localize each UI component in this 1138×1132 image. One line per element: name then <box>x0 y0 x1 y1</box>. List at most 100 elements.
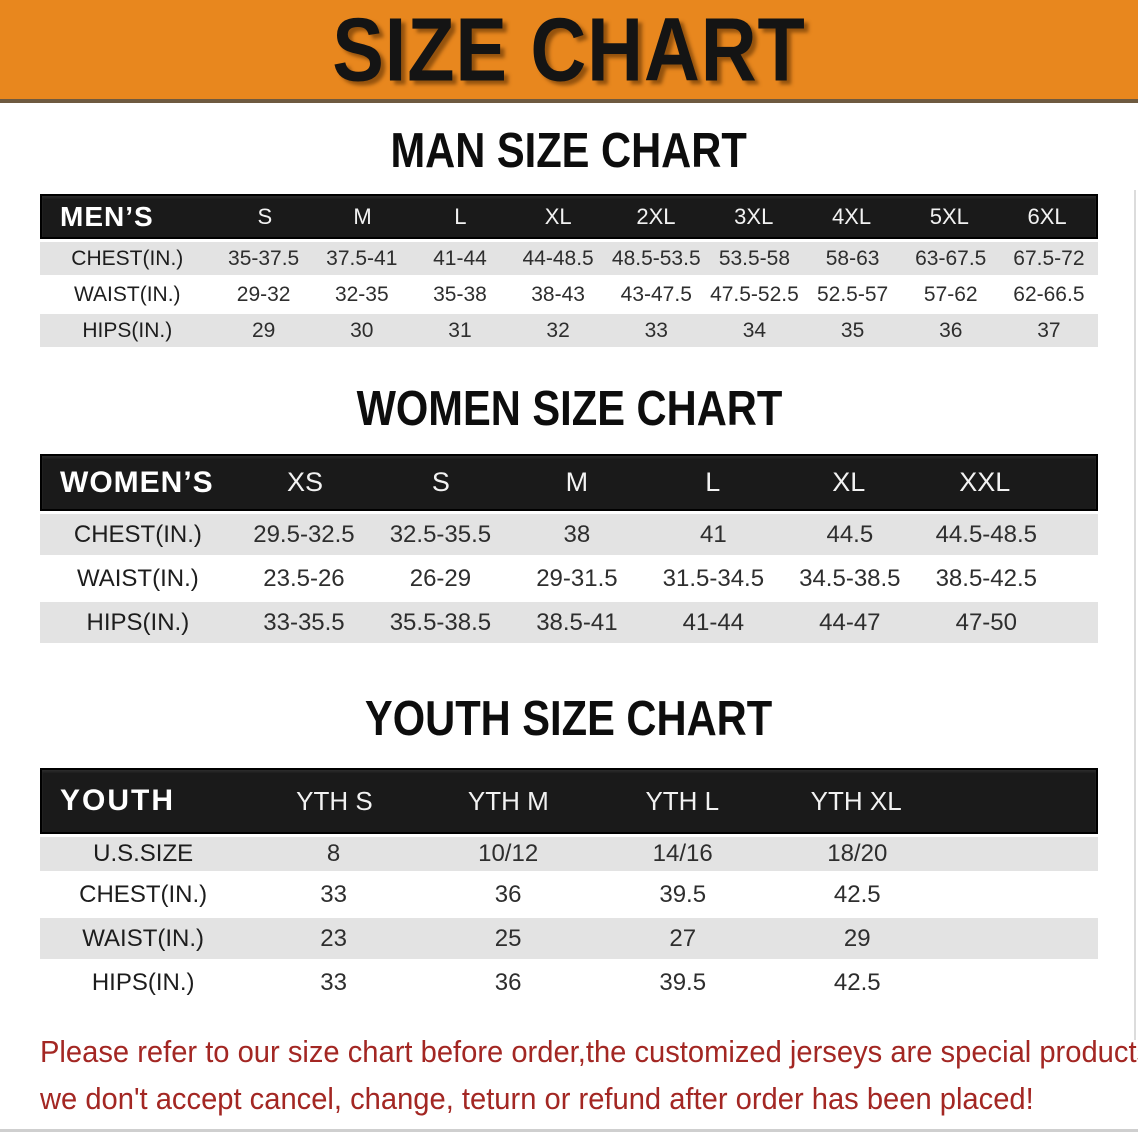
men-row-waist-in: WAIST(IN.) 29-32 32-35 35-38 38-43 43-47.5 47.… <box>40 278 1098 311</box>
size-value: 37.5-41 <box>326 246 398 270</box>
size-value: 31.5-34.5 <box>662 564 765 592</box>
size-value: 23 <box>320 924 347 952</box>
size-value: 30 <box>350 318 374 342</box>
size-value: 57-62 <box>923 282 978 306</box>
size-value: 33 <box>320 880 347 908</box>
size-value: 14/16 <box>652 840 713 867</box>
men-size-column-header: S <box>257 203 273 229</box>
size-value: 32-35 <box>334 282 389 306</box>
women-row-waist-in: WAIST(IN.) 23.5-26 26-29 29-31.5 31.5-34.5 34… <box>40 558 1098 599</box>
photo-edge-line-bottom <box>0 1129 1138 1132</box>
size-value: 44-47 <box>819 608 881 636</box>
size-value: 39.5 <box>659 968 707 996</box>
men-size-column-header: 3XL <box>734 203 774 229</box>
size-value: 37 <box>1037 318 1061 342</box>
youth-row-chest-in: CHEST(IN.) 33 36 39.5 42.5 <box>40 874 1098 915</box>
size-value: 38-43 <box>531 282 585 306</box>
size-value: 23.5-26 <box>263 564 345 592</box>
men-row-chest-in: CHEST(IN.) 35-37.5 37.5-41 41-44 44-48.5 48.5… <box>40 242 1098 275</box>
row-label: WAIST(IN.) <box>74 282 181 306</box>
size-value: 31 <box>448 318 472 342</box>
women-size-column-header: L <box>705 467 721 497</box>
row-label: HIPS(IN.) <box>82 318 173 342</box>
youth-size-column-header: YTH M <box>467 785 549 816</box>
size-value: 58-63 <box>825 246 880 270</box>
order-disclaimer: Please refer to our size chart before or… <box>40 1029 1138 1122</box>
women-size-column-header: S <box>431 467 450 497</box>
men-size-column-header: XL <box>544 203 572 229</box>
youth-corner-label: YOUTH <box>60 784 175 817</box>
size-chart-banner: SIZE CHART <box>0 0 1138 103</box>
women-table-header-row: WOMEN’S XS S M L XL XXL <box>40 454 1098 511</box>
size-value: 33-35.5 <box>263 608 345 636</box>
order-disclaimer-line2: we don't accept cancel, change, teturn o… <box>40 1080 1034 1116</box>
row-label: CHEST(IN.) <box>73 520 202 548</box>
size-value: 36 <box>494 968 522 996</box>
men-size-column-header: 4XL <box>831 203 872 229</box>
size-value: 29-31.5 <box>536 564 618 592</box>
size-value: 41-44 <box>433 246 487 270</box>
men-size-column-header: 2XL <box>636 203 676 229</box>
women-corner-label: WOMEN’S <box>60 465 214 499</box>
women-size-column-header: XL <box>832 467 866 497</box>
size-value: 29-32 <box>236 282 291 306</box>
man-section-heading: MAN SIZE CHART <box>0 127 1138 176</box>
size-value: 43-47.5 <box>620 282 692 306</box>
size-value: 35-38 <box>433 282 487 306</box>
size-value: 35 <box>840 318 865 342</box>
youth-size-column-header: YTH L <box>645 785 720 816</box>
size-value: 36 <box>494 880 522 908</box>
size-value: 36 <box>939 318 963 342</box>
womens-size-table: WOMEN’S XS S M L XL XXL CHEST(IN.) 29.5-32.5 32.5… <box>40 454 1098 643</box>
women-size-column-header: XS <box>286 467 323 497</box>
mens-size-table: MEN’S S M L XL 2XL 3XL 4XL 5XL 6XL CHEST(IN.) 35-37… <box>40 194 1098 347</box>
row-label: WAIST(IN.) <box>82 924 205 952</box>
size-value: 48.5-53.5 <box>611 246 701 270</box>
youth-row-waist-in: WAIST(IN.) 23 25 27 29 <box>40 918 1098 959</box>
men-size-column-header: 5XL <box>929 203 969 229</box>
men-table-header-row: MEN’S S M L XL 2XL 3XL 4XL 5XL 6XL <box>40 194 1098 239</box>
men-size-column-header: L <box>454 203 467 229</box>
youth-size-column-header: YTH S <box>296 785 373 816</box>
row-label: HIPS(IN.) <box>86 608 190 636</box>
size-value: 44.5 <box>826 520 874 548</box>
men-size-column-header: M <box>353 203 372 229</box>
women-row-chest-in: CHEST(IN.) 29.5-32.5 32.5-35.5 38 41 44.5 44.5… <box>40 514 1098 555</box>
size-value: 33 <box>644 318 668 342</box>
youth-section-heading: YOUTH SIZE CHART <box>0 695 1138 744</box>
size-value: 63-67.5 <box>915 246 987 270</box>
size-value: 10/12 <box>478 840 539 867</box>
size-value: 18/20 <box>827 840 888 867</box>
women-section-heading: WOMEN SIZE CHART <box>0 385 1138 434</box>
size-value: 32.5-35.5 <box>389 520 492 548</box>
photo-edge-line-right <box>1134 190 1136 1040</box>
size-value: 42.5 <box>833 880 881 908</box>
size-value: 38.5-42.5 <box>935 564 1037 592</box>
size-value: 47-50 <box>955 608 1017 636</box>
youth-row-hips-in: HIPS(IN.) 33 36 39.5 42.5 <box>40 962 1098 1003</box>
size-value: 39.5 <box>659 880 707 908</box>
size-value: 35.5-38.5 <box>389 608 492 636</box>
size-value: 25 <box>494 924 522 952</box>
size-value: 53.5-58 <box>718 246 791 270</box>
size-value: 29.5-32.5 <box>253 520 355 548</box>
size-value: 47.5-52.5 <box>710 282 799 306</box>
row-label: U.S.SIZE <box>93 840 194 867</box>
size-value: 38.5-41 <box>536 608 618 636</box>
size-value: 44.5-48.5 <box>935 520 1037 548</box>
size-value: 8 <box>326 840 341 867</box>
size-value: 41-44 <box>682 608 745 636</box>
youth-size-table: YOUTH YTH S YTH M YTH L YTH XL U.S.SIZE 8 10/12… <box>40 768 1098 1003</box>
women-size-column-header: XXL <box>959 467 1011 497</box>
size-value: 29 <box>251 318 276 342</box>
size-value: 27 <box>669 924 697 952</box>
size-value: 34.5-38.5 <box>799 564 901 592</box>
row-label: CHEST(IN.) <box>71 246 184 270</box>
women-size-column-header: M <box>565 467 589 497</box>
size-value: 42.5 <box>833 968 881 996</box>
size-value: 44-48.5 <box>522 246 594 270</box>
row-label: HIPS(IN.) <box>91 968 195 996</box>
men-size-column-header: 6XL <box>1027 203 1067 229</box>
size-value: 38 <box>563 520 591 548</box>
